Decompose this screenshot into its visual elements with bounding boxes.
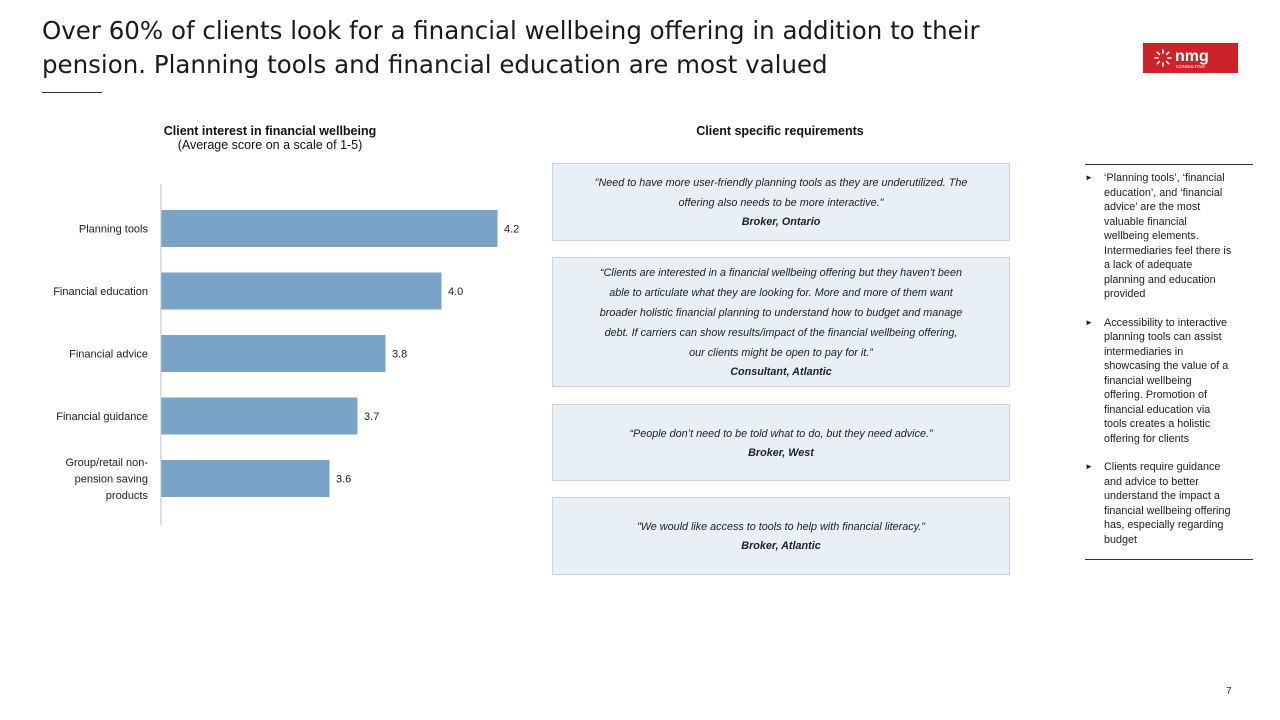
takeaway-line: understand the impact a: [1104, 490, 1220, 502]
logo-text: nmg: [1175, 48, 1209, 65]
takeaway-line: and advice to better: [1104, 475, 1199, 488]
title-underline: [42, 92, 102, 93]
takeaway-line: tools creates a holistic: [1104, 418, 1211, 430]
quote-line: offering also needs to be more interacti…: [678, 197, 884, 209]
takeaway-line: financial wellbeing offering: [1104, 504, 1231, 517]
triangle-right-icon: ►: [1085, 317, 1093, 327]
takeaway-text: ‘Planning tools’, ‘financial education’,…: [1104, 171, 1253, 302]
quote-card: "Need to have more user-friendly plannin…: [552, 163, 1010, 241]
bar: [161, 335, 386, 372]
takeaway-line: valuable financial: [1104, 215, 1187, 228]
takeaway-bullet: ► Accessibility to interactive planning …: [1085, 316, 1253, 447]
category-label-line: Financial guidance: [56, 411, 148, 423]
quote-text: "Need to have more user-friendly plannin…: [595, 173, 968, 213]
chart-subtitle: (Average score on a scale of 1-5): [177, 138, 363, 152]
nmg-logo: nmg CONSULTING: [1143, 43, 1238, 73]
quote-card: “Clients are interested in a financial w…: [552, 257, 1010, 387]
takeaway-line: planning tools can assist: [1104, 331, 1222, 343]
logo-burst-icon: [1153, 49, 1172, 67]
bar: [161, 397, 358, 435]
takeaway-bullet: ► Clients require guidance and advice to…: [1085, 460, 1253, 547]
takeaway-line: financial wellbeing: [1104, 374, 1192, 387]
quote-text: “Clients are interested in a financial w…: [600, 263, 963, 363]
takeaway-line: wellbeing elements.: [1104, 230, 1199, 242]
takeaway-line: ‘Planning tools’, ‘financial: [1104, 172, 1225, 184]
takeaway-text: Clients require guidance and advice to b…: [1104, 460, 1253, 547]
takeaway-line: Accessibility to interactive: [1104, 316, 1228, 329]
bar-chart: 4.2 Planning tools 4.0 Financial education 3…: [53, 184, 519, 525]
takeaway-line: offering. Promotion of: [1104, 389, 1208, 401]
category-label-line: pension saving: [75, 474, 148, 486]
takeaway-line: Intermediaries feel there is: [1104, 244, 1232, 257]
bar-value-label: 3.8: [392, 349, 407, 361]
quote-line: our clients might be open to pay for it.…: [689, 347, 873, 359]
category-label-line: Planning tools: [79, 224, 149, 236]
category-label-line: Group/retail non-: [65, 457, 148, 469]
bar: [161, 272, 442, 310]
chart-panel-title: Client interest in financial wellbeing (…: [120, 124, 420, 152]
chart-title: Client interest in financial wellbeing: [163, 124, 377, 138]
nmg-logo-mark: nmg CONSULTING: [1153, 48, 1209, 69]
takeaway-line: intermediaries in: [1104, 345, 1184, 358]
quote-line: “Clients are interested in a financial w…: [600, 267, 962, 279]
takeaway-line: financial education via: [1104, 403, 1211, 416]
slide-title: Over 60% of clients look for a financial…: [42, 16, 980, 79]
category-label: Financial education: [53, 286, 148, 298]
takeaway-line: provided: [1104, 288, 1146, 300]
takeaway-line: advice’ are the most: [1104, 201, 1201, 213]
quotes-panel-title: Client specific requirements: [630, 124, 930, 138]
key-takeaways: ► ‘Planning tools’, ‘financial education…: [1085, 164, 1253, 560]
quote-source: Broker, Ontario: [741, 216, 821, 228]
takeaway-line: a lack of adequate: [1104, 259, 1193, 271]
takeaway-line: education’, and ‘financial: [1104, 186, 1223, 199]
category-label-line: Financial advice: [69, 349, 148, 361]
category-label: Planning tools: [79, 224, 149, 236]
quote-source: Broker, West: [748, 446, 814, 459]
category-label-line: products: [106, 490, 149, 502]
quote-source: Broker, Atlantic: [741, 540, 821, 552]
bar-value-label: 3.7: [364, 411, 379, 423]
bar-value-label: 4.2: [504, 224, 519, 236]
takeaway-line: Clients require guidance: [1104, 461, 1221, 473]
page-number: 7: [1226, 686, 1232, 697]
category-label: Financial guidance: [56, 411, 148, 423]
quote-line: "Need to have more user-friendly plannin…: [594, 177, 968, 189]
quotes-title: Client specific requirements: [696, 124, 864, 138]
takeaway-line: budget: [1104, 533, 1138, 546]
triangle-right-icon: ►: [1085, 173, 1093, 182]
quote-card: "We would like access to tools to help w…: [552, 497, 1010, 575]
category-label: Group/retail non-pension saving products: [65, 457, 148, 502]
bar-value-label: 4.0: [448, 286, 463, 298]
quote-source: Consultant, Atlantic: [730, 366, 832, 378]
category-label: Financial advice: [69, 349, 148, 361]
takeaway-line: showcasing the value of a: [1104, 360, 1229, 372]
takeaway-line: planning and education: [1104, 273, 1216, 286]
quote-text: “People don’t need to be told what to do…: [629, 424, 932, 444]
quote-text: "We would like access to tools to help w…: [637, 517, 925, 537]
takeaway-line: offering for clients: [1104, 432, 1190, 445]
quote-line: “People don’t need to be told what to do…: [629, 427, 933, 440]
quote-line: able to articulate what they are looking…: [609, 287, 953, 299]
takeaway-text: Accessibility to interactive planning to…: [1104, 316, 1253, 447]
quote-card: “People don’t need to be told what to do…: [552, 404, 1010, 481]
bar: [161, 460, 330, 497]
bar: [161, 210, 498, 247]
category-label-line: Financial education: [53, 286, 148, 298]
quote-line: broader holistic financial planning to u…: [599, 307, 963, 319]
takeaway-line: has, especially regarding: [1104, 519, 1224, 531]
bar-value-label: 3.6: [336, 474, 351, 486]
logo-subtext: CONSULTING: [1176, 64, 1206, 69]
quote-line: debt. If carriers can show results/impac…: [604, 327, 958, 339]
triangle-right-icon: ►: [1085, 462, 1093, 471]
takeaway-bullet: ► ‘Planning tools’, ‘financial education…: [1085, 171, 1253, 302]
quote-line: "We would like access to tools to help w…: [636, 521, 926, 533]
